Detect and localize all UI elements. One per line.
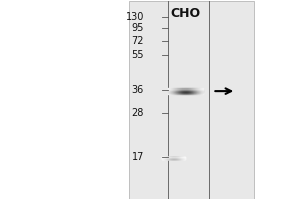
Text: 17: 17 [132, 152, 144, 162]
Text: CHO: CHO [171, 7, 201, 20]
Text: 28: 28 [132, 108, 144, 118]
Text: 55: 55 [132, 50, 144, 60]
Text: 130: 130 [126, 12, 144, 22]
FancyBboxPatch shape [129, 1, 254, 199]
Text: 72: 72 [132, 36, 144, 46]
Text: 36: 36 [132, 85, 144, 95]
Text: 95: 95 [132, 23, 144, 33]
